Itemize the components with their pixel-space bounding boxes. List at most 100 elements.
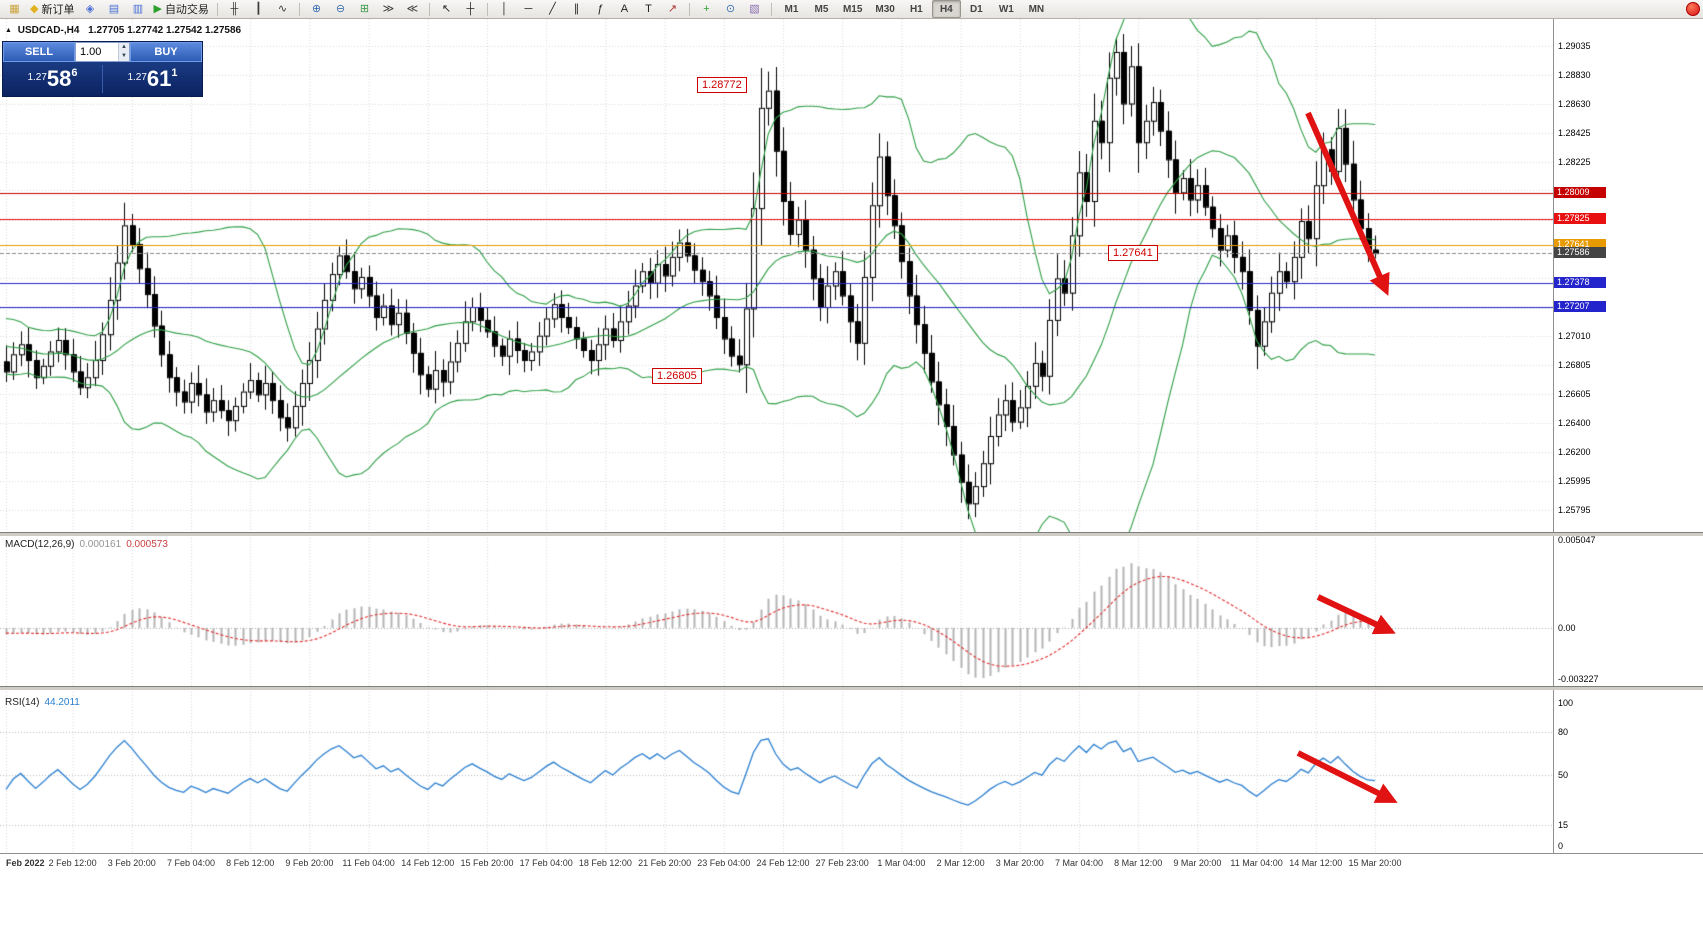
price-axis-label: 1.26400	[1558, 418, 1591, 429]
volume-down-button[interactable]: ▼	[118, 52, 129, 61]
zoom-out-icon[interactable]: ⊖	[329, 0, 352, 18]
price-annotation[interactable]: 1.26805	[652, 368, 702, 384]
text-icon[interactable]: A	[613, 0, 636, 18]
vertical-line-icon[interactable]: │	[493, 0, 516, 18]
horizontal-line-icon: ─	[524, 3, 533, 15]
time-axis-label: 2 Mar 12:00	[936, 858, 985, 868]
zoom-in-icon[interactable]: ⊕	[305, 0, 328, 18]
label-icon: T	[645, 3, 652, 15]
macd-axis-label: 0.00	[1558, 622, 1576, 633]
price-axis-label: 1.25995	[1558, 476, 1591, 487]
time-axis-label: 15 Feb 20:00	[460, 858, 514, 868]
arrows-tool-icon[interactable]: ↗	[661, 0, 684, 18]
macd-canvas[interactable]	[0, 535, 1553, 686]
notification-icon[interactable]	[1686, 2, 1700, 16]
autotrading-button-label: 自动交易	[164, 4, 209, 16]
main-chart-canvas[interactable]	[0, 19, 1553, 532]
candlestick-icon[interactable]: ┃	[247, 0, 270, 18]
rsi-panel-splitter[interactable]	[0, 686, 1703, 690]
candlestick-icon: ┃	[255, 3, 262, 15]
timeframe-h4[interactable]: H4	[931, 0, 961, 18]
chart-shift-icon[interactable]: ≪	[401, 0, 424, 18]
rsi-axis-label: 0	[1558, 841, 1564, 851]
zoom-out-icon: ⊖	[335, 3, 346, 15]
volume-input[interactable]	[76, 46, 118, 58]
channel-icon[interactable]: ∥	[565, 0, 588, 18]
market-watch-icon: ▤	[108, 3, 120, 15]
chart-shift-icon: ≪	[406, 3, 419, 15]
volume-up-button[interactable]: ▲	[118, 43, 129, 52]
macd-panel-splitter[interactable]	[0, 532, 1703, 536]
rsi-axis-label: 80	[1558, 726, 1569, 737]
time-axis-label: 27 Feb 23:00	[815, 858, 869, 868]
symbols-icon: ◈	[85, 3, 95, 15]
sell-button[interactable]: SELL	[3, 42, 75, 62]
time-axis-label: Feb 2022	[6, 858, 45, 868]
time-axis-label: 11 Feb 04:00	[342, 858, 395, 868]
price-axis-label: 1.25795	[1558, 504, 1591, 515]
indicators-icon: +	[703, 3, 710, 15]
toolbar-separator	[486, 2, 488, 16]
label-icon[interactable]: T	[637, 0, 660, 18]
new-chart-icon[interactable]: ▦	[3, 0, 26, 18]
tile-windows-icon[interactable]: ⊞	[353, 0, 376, 18]
price-annotation[interactable]: 1.28772	[697, 77, 747, 93]
toolbar-separator	[216, 2, 218, 16]
rsi-panel-label: RSI(14) 44.2011	[5, 697, 80, 708]
timeframe-m1[interactable]: M1	[784, 3, 799, 15]
rsi-canvas[interactable]	[0, 689, 1553, 853]
data-window-icon[interactable]: ▥	[126, 0, 149, 18]
time-axis-label: 18 Feb 12:00	[578, 858, 632, 868]
time-axis-label: 15 Mar 20:00	[1348, 858, 1402, 868]
trendline-icon[interactable]: ╱	[541, 0, 564, 18]
time-axis-label: 14 Mar 12:00	[1289, 858, 1343, 868]
tile-windows-icon: ⊞	[359, 3, 370, 15]
fibonacci-icon: ƒ	[597, 3, 604, 15]
new-chart-icon: ▦	[9, 3, 20, 15]
price-axis-label: 1.26605	[1558, 388, 1591, 399]
rsi-axis-label: 50	[1558, 769, 1569, 780]
price-annotation[interactable]: 1.27641	[1108, 245, 1158, 261]
timeframe-m30[interactable]: M30	[875, 3, 895, 15]
time-axis-label: 23 Feb 04:00	[697, 858, 751, 868]
horizontal-line-icon[interactable]: ─	[517, 0, 540, 18]
cursor-icon[interactable]: ↖	[435, 0, 458, 18]
symbols-icon[interactable]: ◈	[78, 0, 101, 18]
periods-icon[interactable]: ⊙	[719, 0, 742, 18]
toolbar-separator	[770, 2, 772, 16]
rsi-axis-label: 100	[1558, 698, 1574, 708]
sell-price: 1.27586	[27, 66, 78, 91]
timeframe-w1[interactable]: W1	[998, 3, 1014, 15]
toolbar-separator	[298, 2, 300, 16]
price-axis-label: 1.28425	[1558, 127, 1591, 138]
time-axis-label: 8 Mar 12:00	[1114, 858, 1163, 868]
market-watch-icon[interactable]: ▤	[102, 0, 125, 18]
auto-scroll-icon[interactable]: ≫	[377, 0, 400, 18]
timeframe-mn[interactable]: MN	[1028, 3, 1045, 15]
bar-chart-icon[interactable]: ╫	[223, 0, 246, 18]
time-axis[interactable]: Feb 2022 2 Feb 12:00 3 Feb 20:00 7 Feb 04:0…	[0, 853, 1703, 872]
arrows-tool-icon: ↗	[667, 3, 678, 15]
channel-icon: ∥	[573, 3, 580, 15]
timeframe-m15[interactable]: M15	[842, 3, 863, 15]
price-line-badge: 1.27641	[1554, 239, 1606, 251]
new-order-button[interactable]: ◆ 新订单	[27, 0, 77, 18]
time-axis-label: 11 Mar 04:00	[1230, 858, 1283, 868]
indicators-icon[interactable]: +	[695, 0, 718, 18]
line-chart-icon[interactable]: ∿	[271, 0, 294, 18]
timeframe-m5[interactable]: M5	[814, 3, 829, 15]
timeframe-h1[interactable]: H1	[909, 3, 923, 15]
template-icon[interactable]: ▧	[743, 0, 766, 18]
vertical-line-icon: │	[501, 3, 508, 15]
time-axis-label: 24 Feb 12:00	[756, 858, 810, 868]
fibonacci-icon[interactable]: ƒ	[589, 0, 612, 18]
time-axis-label: 8 Feb 12:00	[226, 858, 275, 868]
timeframe-d1[interactable]: D1	[969, 3, 983, 15]
time-axis-label: 2 Feb 12:00	[48, 858, 97, 868]
autotrading-button[interactable]: ▶ 自动交易	[150, 0, 211, 18]
chart-symbol-period: USDCAD-,H4	[17, 25, 80, 36]
time-axis-label: 9 Mar 20:00	[1173, 858, 1222, 868]
crosshair-icon[interactable]: ┼	[459, 0, 482, 18]
buy-button[interactable]: BUY	[130, 42, 202, 62]
price-line-badge: 1.27825	[1554, 212, 1606, 224]
